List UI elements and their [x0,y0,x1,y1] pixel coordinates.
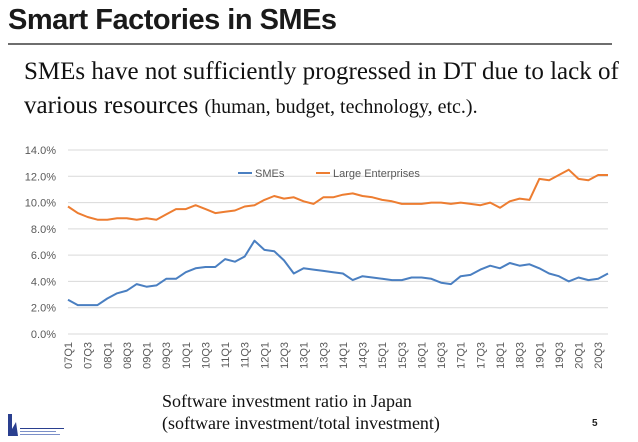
x-tick-label: 11Q1 [220,342,232,368]
x-tick-label: 20Q1 [574,342,586,369]
y-tick-label: 12.0% [25,171,56,183]
series-line-large-enterprises [67,168,608,221]
gridlines [68,149,608,335]
slide-subtitle: SMEs have not sufficiently progressed in… [24,55,634,124]
x-tick-label: 15Q1 [377,342,389,369]
slide-title: Smart Factories in SMEs [8,4,337,36]
x-tick-label: 18Q1 [495,342,507,369]
y-tick-label: 10.0% [25,198,56,210]
subtitle-parenthetical: (human, budget, technology, etc.). [204,96,478,118]
x-tick-label: 16Q1 [416,342,428,369]
x-tick-label: 20Q3 [593,342,605,369]
x-tick-label: 19Q3 [554,342,566,369]
x-tick-label: 14Q3 [358,342,370,369]
jaist-logo [8,414,64,436]
chart-legend: SMEs Large Enterprises [238,168,420,180]
x-tick-label: 19Q1 [534,342,546,369]
y-tick-label: 0.0% [31,329,56,341]
x-tick-label: 12Q1 [259,342,271,369]
x-tick-label: 10Q1 [181,342,193,369]
x-tick-label: 17Q1 [456,342,468,369]
y-tick-label: 6.0% [31,250,56,262]
chart-caption: Software investment ratio in Japan (soft… [162,390,440,434]
x-tick-label: 08Q3 [122,342,134,369]
x-tick-label: 17Q3 [475,342,487,369]
page-number: 5 [592,418,598,429]
x-tick-label: 15Q3 [397,342,409,369]
series-line-smes [67,239,609,307]
y-tick-label: 14.0% [25,145,56,157]
x-tick-label: 12Q3 [279,342,291,369]
x-tick-label: 09Q3 [161,342,173,369]
legend-label: SMEs [255,168,285,180]
x-tick-label: 07Q1 [63,342,75,369]
legend-label: Large Enterprises [333,168,420,180]
y-tick-label: 8.0% [31,224,56,236]
y-tick-label: 4.0% [31,276,56,288]
x-axis-tick-labels: 07Q1 07Q3 08Q1 08Q3 09Q1 09Q3 10Q1 10Q3 11Q1 11Q3… [63,342,605,369]
subtitle-main-text: SMEs have not sufficiently progressed in… [24,58,619,119]
x-tick-label: 16Q3 [436,342,448,369]
line-chart: 0.0% 2.0% 4.0% 6.0% 8.0% 10.0% 12.0% 14.0% 07Q1… [25,145,609,369]
title-divider [8,43,612,45]
caption-line-2: (software investment/total investment) [162,413,440,433]
x-tick-label: 14Q1 [338,342,350,369]
x-tick-label: 13Q3 [318,342,330,369]
series-lines [67,168,609,307]
x-tick-label: 07Q3 [83,342,95,369]
x-tick-label: 18Q3 [515,342,527,369]
y-tick-label: 2.0% [31,303,56,315]
x-tick-label: 08Q1 [102,342,114,369]
x-tick-label: 10Q3 [200,342,212,369]
x-tick-label: 11Q3 [240,342,252,368]
x-tick-label: 13Q1 [299,342,311,369]
x-tick-label: 09Q1 [142,342,154,369]
y-axis-tick-labels: 0.0% 2.0% 4.0% 6.0% 8.0% 10.0% 12.0% 14.0% [25,145,56,341]
caption-line-1: Software investment ratio in Japan [162,391,412,411]
